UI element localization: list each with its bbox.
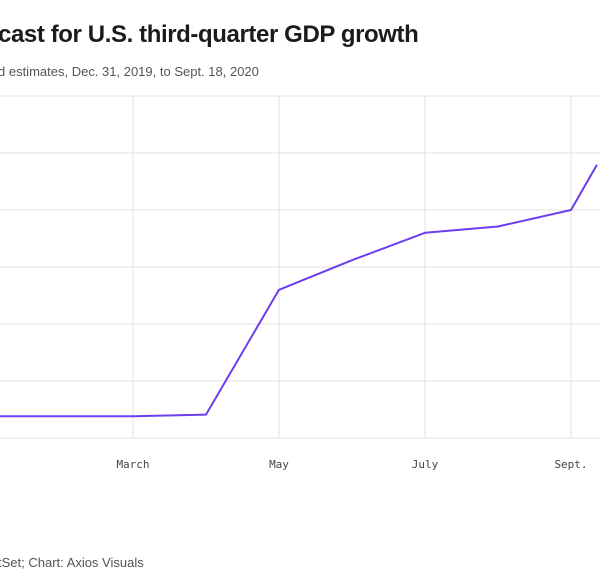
horizontal-gridlines [0,95,600,439]
chart-subtitle: d estimates, Dec. 31, 2019, to Sept. 18,… [0,64,259,79]
x-tick-label: March [116,458,149,471]
x-tick-label: Sept. [554,458,587,471]
x-tick-label: May [269,458,289,471]
x-tick-label: July [412,458,439,471]
series-line [0,164,598,418]
chart-source: tSet; Chart: Axios Visuals [0,555,144,570]
chart-title: cast for U.S. third-quarter GDP growth [0,21,419,48]
series-layer [0,164,598,418]
vertical-gridlines [132,96,572,438]
